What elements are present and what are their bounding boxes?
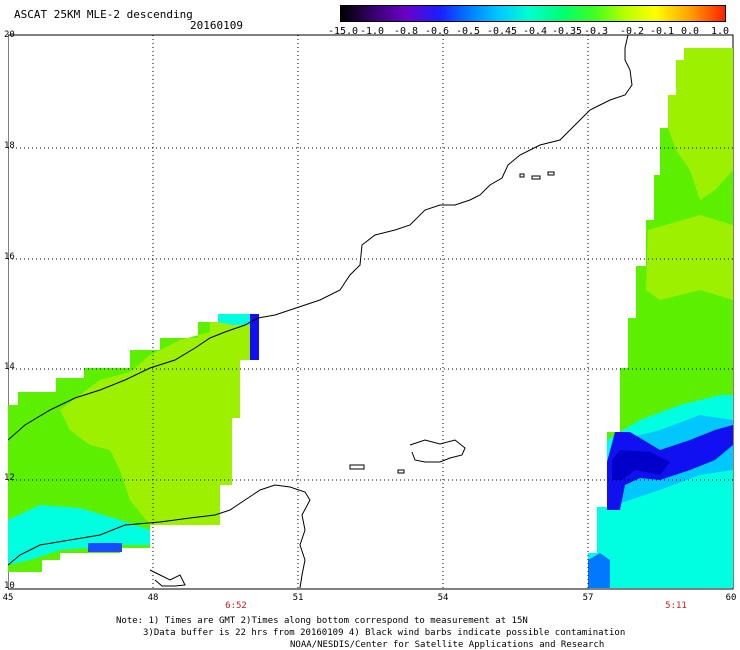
lat-label: 14 — [4, 362, 15, 372]
lon-label: 48 — [147, 593, 159, 603]
time-label: 5:11 — [665, 601, 687, 611]
lon-label: 54 — [437, 593, 449, 603]
colorbar-label: -0.6 — [424, 26, 450, 37]
swath-east-yellowgreen-mid — [646, 215, 733, 300]
colorbar-label: -15.0 — [327, 26, 359, 37]
map-title: ASCAT 25KM MLE-2 descending — [14, 8, 193, 21]
lat-label: 20 — [4, 30, 15, 40]
note-line-2: 3)Data buffer is 22 hrs from 20160109 4)… — [143, 628, 626, 638]
swath-west-cyan-tip — [218, 314, 250, 325]
swath-west-blue-bottom — [88, 543, 122, 552]
lat-label: 16 — [4, 252, 15, 262]
colorbar-label: -0.45 — [486, 26, 518, 37]
lat-label: 12 — [4, 473, 15, 483]
map-panel — [8, 34, 734, 590]
swath-east-bottom-blue — [588, 553, 610, 588]
lon-label: 51 — [292, 593, 304, 603]
time-label: 6:52 — [225, 601, 247, 611]
colorbar-label: -0.8 — [393, 26, 419, 37]
islands — [149, 171, 555, 587]
colorbar-label: -0.2 — [619, 26, 645, 37]
colorbar-label: -0.1 — [649, 26, 675, 37]
lat-label: 10 — [4, 581, 15, 591]
lat-label: 18 — [4, 141, 15, 151]
lon-label: 45 — [2, 593, 14, 603]
colorbar-label: 0.0 — [680, 26, 700, 37]
swath-west-cyan — [8, 505, 150, 565]
note-line-1: Note: 1) Times are GMT 2)Times along bot… — [116, 616, 528, 626]
map-gridlines — [8, 35, 733, 589]
swath-east-blue-core — [612, 450, 670, 480]
colorbar-label: 1.0 — [710, 26, 730, 37]
colorbar-label: -0.3 — [583, 26, 609, 37]
lon-label: 57 — [582, 593, 594, 603]
coastline — [8, 34, 633, 589]
colorbar — [340, 5, 726, 22]
colorbar-label: -0.5 — [455, 26, 481, 37]
swath-west-blue-strip — [250, 314, 259, 360]
lon-label: 60 — [725, 593, 737, 603]
map-date: 20160109 — [190, 19, 243, 32]
swath-east-blue — [607, 425, 733, 510]
note-line-3: NOAA/NESDIS/Center for Satellite Applica… — [290, 640, 605, 650]
colorbar-label: -0.4 — [522, 26, 548, 37]
colorbar-label: -1.0 — [359, 26, 385, 37]
swath-east-yellowgreen — [668, 48, 733, 200]
colorbar-label: -0.35 — [551, 26, 583, 37]
